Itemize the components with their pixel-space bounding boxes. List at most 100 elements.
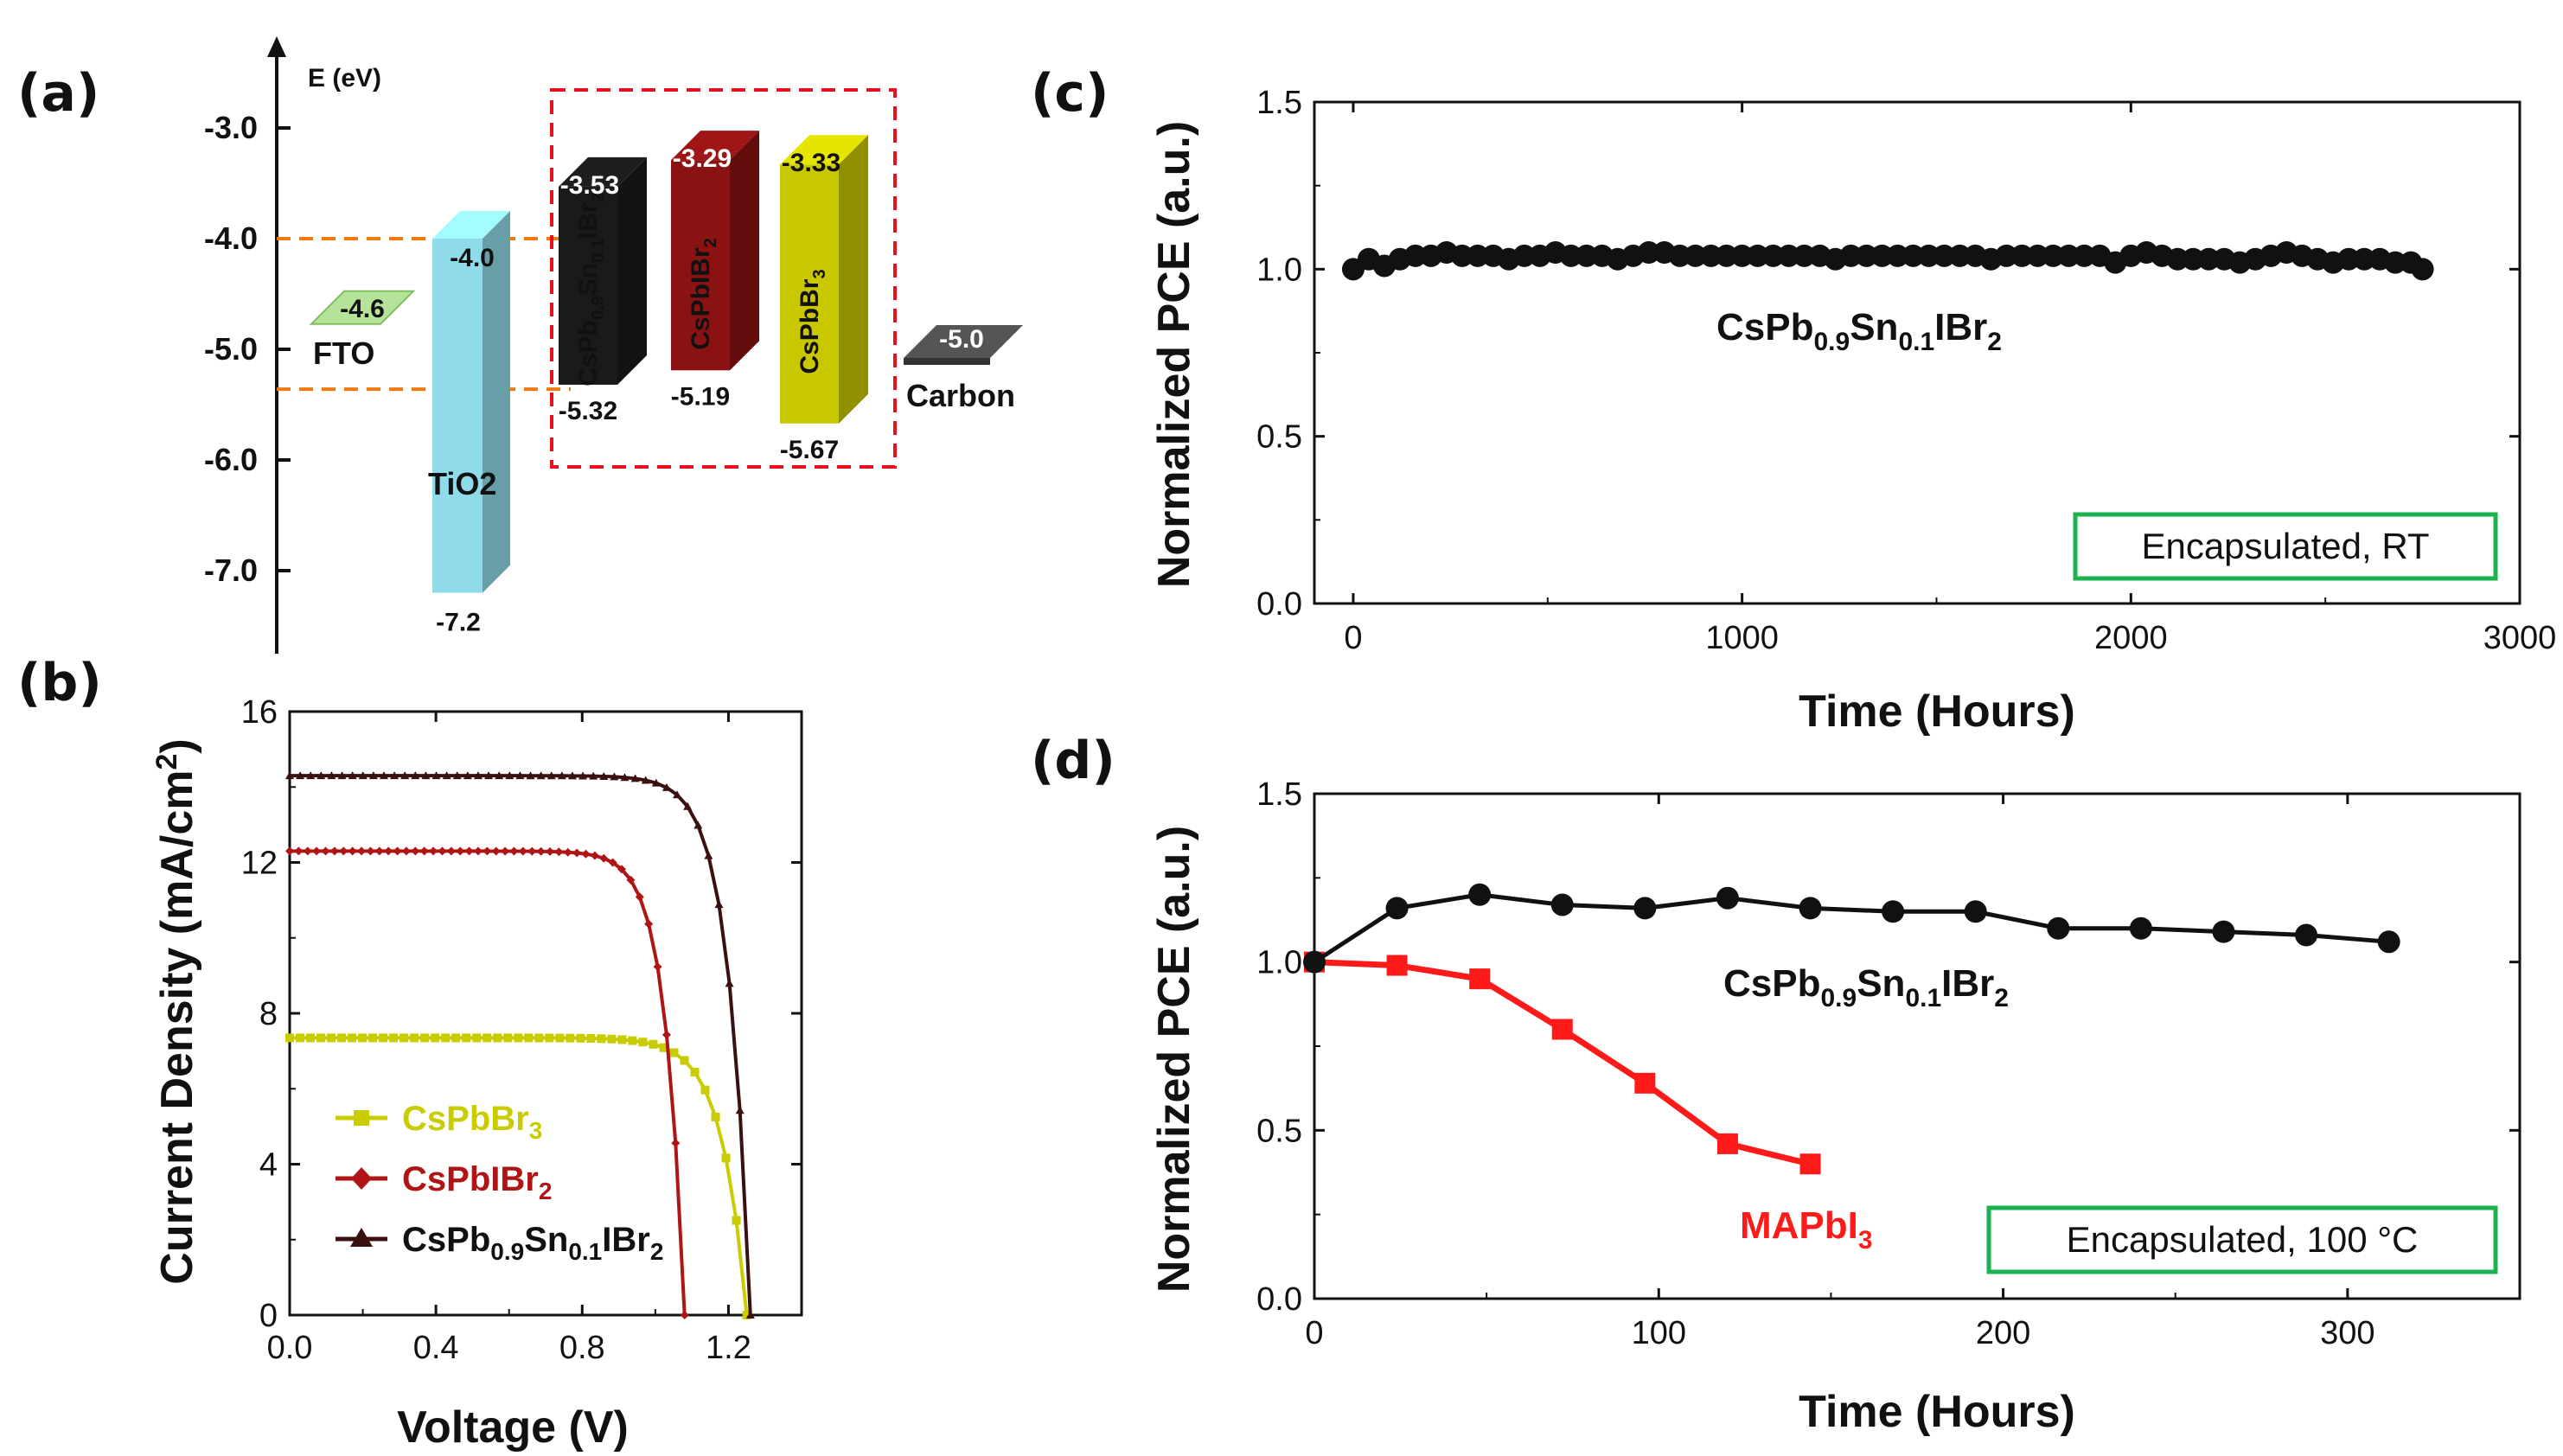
- jv-point: [473, 846, 483, 856]
- jv-point: [662, 1030, 671, 1039]
- tio2-name-label: TiO2: [428, 466, 496, 501]
- data-point: [1385, 897, 1409, 920]
- jv-point: [599, 853, 609, 863]
- jv-point: [456, 846, 465, 856]
- data-point: [1715, 244, 1738, 267]
- jv-point: [732, 1216, 741, 1225]
- data-point: [1637, 241, 1660, 264]
- tio2-top-label: -4.0: [450, 244, 495, 272]
- b-ylabel: Current Density (mA/cm2): [150, 738, 202, 1284]
- perovskite-band: [559, 156, 647, 385]
- panel-c-label: (c): [1031, 63, 1109, 124]
- y-tick-label: 1.5: [1256, 85, 1302, 121]
- jv-point: [608, 858, 617, 867]
- jv-point: [431, 771, 441, 780]
- data-point: [1575, 244, 1598, 267]
- jv-point: [545, 846, 554, 856]
- jv-point: [441, 1033, 451, 1043]
- jv-point: [536, 846, 546, 856]
- jv-point: [321, 846, 330, 856]
- d-ylabel: Normalized PCE (a.u.): [1149, 826, 1199, 1293]
- jv-point: [337, 771, 347, 780]
- jv-point: [649, 1039, 658, 1049]
- x-tick-label: 3000: [2483, 620, 2557, 656]
- cspbbr3-band-name: CsPbBr3: [796, 269, 829, 374]
- jv-point: [745, 1311, 755, 1319]
- data-point: [1466, 244, 1489, 267]
- data-point: [2384, 251, 2407, 274]
- jv-point: [572, 848, 582, 858]
- stability-chart-100c: 0 100 200 300 0.0 0.5 1.0 1.5 Time (Hours) Norm…: [1149, 776, 2521, 1437]
- jv-point: [462, 1033, 471, 1043]
- data-point: [1633, 897, 1657, 920]
- data-point: [2026, 244, 2049, 267]
- fto-level-label: -4.6: [340, 295, 385, 323]
- perovskite-top-label: -3.53: [560, 171, 619, 200]
- c-xlabel: Time (Hours): [1799, 686, 2075, 737]
- energy-tick-label: -4.0: [204, 220, 258, 256]
- d-series-label-cspbsnibr2: CsPb0.9Sn0.1IBr2: [1723, 962, 2009, 1012]
- data-point: [1855, 244, 1878, 267]
- jv-point: [501, 846, 510, 856]
- jv-point: [641, 776, 650, 784]
- jv-point: [472, 1033, 482, 1043]
- jv-point: [721, 1153, 731, 1163]
- jv-point: [693, 821, 703, 829]
- jv-point: [421, 771, 431, 780]
- jv-point: [285, 1033, 294, 1043]
- jv-point: [690, 1068, 700, 1077]
- jv-point: [742, 1311, 751, 1319]
- data-point: [1730, 244, 1754, 267]
- jv-point: [735, 1106, 745, 1114]
- jv-point: [348, 771, 357, 780]
- data-point: [2212, 920, 2235, 943]
- jv-point: [327, 771, 336, 780]
- jv-point: [452, 771, 462, 780]
- jv-point: [316, 771, 326, 780]
- perovskite-bottom-label: -5.32: [559, 397, 617, 425]
- x-tick-label: 300: [2320, 1315, 2374, 1351]
- jv-point: [348, 846, 357, 856]
- jv-point: [659, 1043, 668, 1052]
- jv-point: [438, 846, 447, 856]
- jv-point: [662, 782, 671, 791]
- jv-point: [545, 1033, 554, 1043]
- jv-point: [389, 1033, 399, 1043]
- jv-point: [546, 771, 556, 780]
- energy-tick-label: -6.0: [204, 442, 258, 477]
- jv-point: [590, 851, 599, 860]
- jv-point: [518, 846, 527, 856]
- jv-point: [493, 1033, 502, 1043]
- perovskite-bottom-label: -5.19: [671, 382, 730, 411]
- stability-chart-rt: 0 1000 2000 3000 0.0 0.5 1.0 1.5 Time (Hours) N…: [1149, 85, 2556, 737]
- jv-point: [578, 771, 588, 780]
- data-point: [1995, 244, 2018, 267]
- d-xlabel: Time (Hours): [1799, 1387, 2075, 1437]
- y-tick-label: 0.5: [1256, 1113, 1302, 1149]
- band-side: [483, 211, 510, 593]
- jv-point: [411, 771, 420, 780]
- y-tick-label: 16: [241, 694, 278, 731]
- data-point: [2042, 244, 2065, 267]
- jv-point: [348, 1033, 357, 1043]
- legend-marker-cspbibr2: [351, 1167, 372, 1190]
- jv-point: [368, 1033, 378, 1043]
- b-legend: CsPbBr3 CsPbIBr2 CsPb0.9Sn0.1IBr2: [336, 1100, 663, 1265]
- data-point: [1469, 968, 1491, 990]
- band-front: [432, 239, 483, 593]
- jv-point: [285, 846, 294, 856]
- jv-point: [337, 1033, 347, 1043]
- jv-point: [586, 1033, 596, 1043]
- jv-point: [294, 846, 304, 856]
- jv-point: [358, 1033, 368, 1043]
- jv-point: [400, 771, 410, 780]
- panel-a-label: (a): [17, 63, 99, 124]
- jv-point: [401, 846, 411, 856]
- jv-point: [411, 846, 420, 856]
- jv-point: [567, 771, 577, 780]
- data-point: [1799, 1153, 1821, 1175]
- jv-point: [358, 771, 368, 780]
- jv-point: [451, 1033, 461, 1043]
- d-annotation-box: [1986, 1205, 2498, 1274]
- jv-point: [464, 846, 474, 856]
